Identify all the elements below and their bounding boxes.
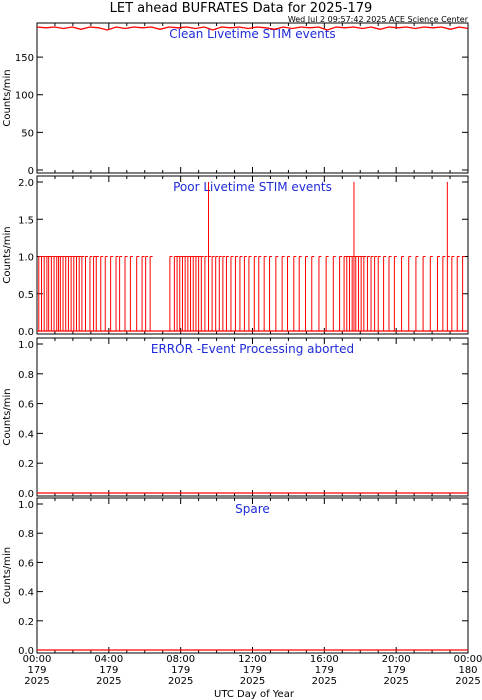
y-tick-label: 0.0 bbox=[18, 646, 34, 657]
panel-2: 0.0 0.5 1.0 1.5 2.0 Counts/min Poor Livetime S… bbox=[2, 175, 469, 338]
y-tick-label: 0.2 bbox=[18, 617, 34, 628]
y-tick-label: 0.5 bbox=[18, 290, 34, 301]
panel-title: Spare bbox=[235, 502, 270, 516]
x-tick-doy: 179 bbox=[315, 665, 334, 676]
x-tick-year: 2025 bbox=[240, 676, 265, 687]
y-tick-label: 1.5 bbox=[18, 215, 34, 226]
y-tick-label: 100 bbox=[15, 91, 34, 102]
y-tick-label: 0.2 bbox=[18, 459, 34, 470]
x-tick-time: 16:00 bbox=[310, 654, 339, 665]
x-tick-doy: 179 bbox=[27, 665, 46, 676]
y-tick-label: 0.8 bbox=[18, 529, 34, 540]
x-tick-time: 04:00 bbox=[94, 654, 123, 665]
y-tick-label: 0.0 bbox=[18, 327, 34, 338]
panel-title: Poor Livetime STIM events bbox=[173, 180, 332, 194]
x-tick-doy: 179 bbox=[99, 665, 118, 676]
x-tick-doy: 179 bbox=[387, 665, 406, 676]
x-tick-time: 00:00 bbox=[23, 654, 52, 665]
y-tick-label: 2.0 bbox=[18, 178, 34, 189]
y-tick-label: 0.6 bbox=[18, 558, 34, 569]
x-tick-year: 2025 bbox=[383, 676, 408, 687]
x-tick-year: 2025 bbox=[24, 676, 49, 687]
y-tick-label: 150 bbox=[15, 53, 34, 64]
y-tick-label: 1.0 bbox=[18, 500, 34, 511]
panel-4: 0.0 0.2 0.4 0.6 0.8 1.0 Counts/min Spare bbox=[2, 497, 469, 657]
y-tick-label: 0.0 bbox=[18, 489, 34, 500]
x-tick-doy: 179 bbox=[243, 665, 262, 676]
timestamp: Wed Jul 2 09:57:42 2025 ACE Science Cent… bbox=[288, 15, 469, 24]
panel-frame bbox=[36, 497, 469, 654]
y-axis-label: Counts/min bbox=[2, 226, 13, 283]
y-tick-label: 0.4 bbox=[18, 588, 34, 599]
x-tick-time: 20:00 bbox=[382, 654, 411, 665]
panel-3: 0.0 0.2 0.4 0.6 0.8 1.0 Counts/min ERROR -Event… bbox=[2, 337, 469, 500]
y-tick-label: 0 bbox=[28, 166, 34, 177]
x-tick-time: 08:00 bbox=[166, 654, 195, 665]
x-tick-year: 2025 bbox=[455, 676, 480, 687]
chart-title: LET ahead BUFRATES Data for 2025-179 bbox=[110, 1, 373, 16]
panel-frame bbox=[36, 175, 469, 335]
y-axis-label: Counts/min bbox=[2, 388, 13, 445]
x-tick-year: 2025 bbox=[312, 676, 337, 687]
x-tick-time: 12:00 bbox=[238, 654, 267, 665]
panel-frame bbox=[36, 337, 469, 497]
x-axis-label: UTC Day of Year bbox=[214, 689, 295, 700]
x-tick-year: 2025 bbox=[96, 676, 121, 687]
y-tick-label: 1.0 bbox=[18, 340, 34, 351]
series-line bbox=[36, 26, 469, 31]
y-axis-label: Counts/min bbox=[2, 547, 13, 604]
y-axis-label: Counts/min bbox=[2, 69, 13, 126]
x-tick-year: 2025 bbox=[168, 676, 193, 687]
y-tick-label: 0.4 bbox=[18, 429, 34, 440]
y-tick-label: 0.8 bbox=[18, 370, 34, 381]
x-tick-doy: 180 bbox=[458, 665, 477, 676]
y-tick-label: 1.0 bbox=[18, 253, 34, 264]
x-tick-time: 00:00 bbox=[454, 654, 482, 665]
y-tick-label: 50 bbox=[21, 128, 34, 139]
panel-title: ERROR -Event Processing aborted bbox=[151, 342, 354, 356]
panel-title: Clean Livetime STIM events bbox=[169, 27, 335, 41]
y-tick-label: 0.6 bbox=[18, 400, 34, 411]
x-tick-doy: 179 bbox=[171, 665, 190, 676]
panel-frame bbox=[36, 22, 469, 174]
x-axis: 00:00179202504:00179202508:00179202512:0… bbox=[23, 654, 482, 687]
